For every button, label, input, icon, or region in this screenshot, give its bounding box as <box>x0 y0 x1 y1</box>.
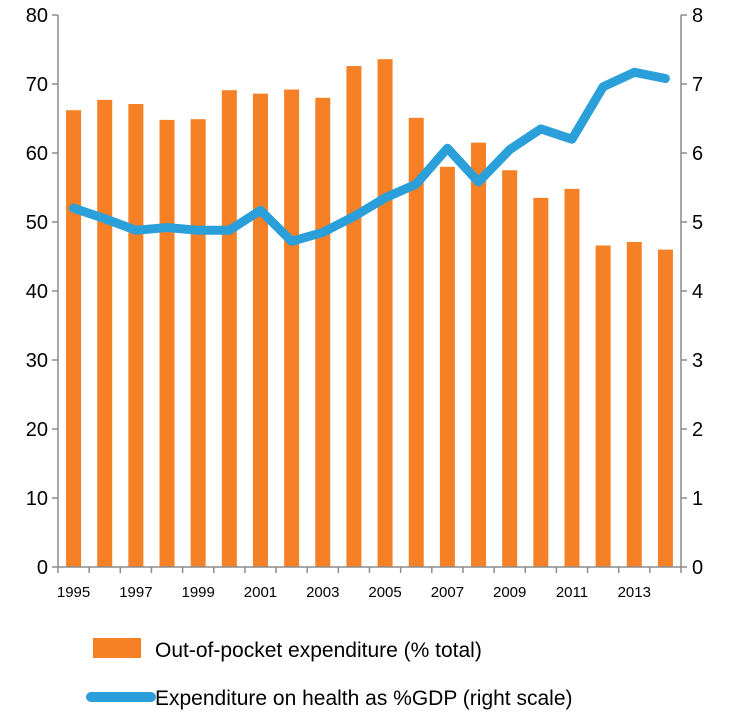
bar-2009 <box>502 170 518 567</box>
line-point-2001 <box>259 209 261 211</box>
line-point-2000 <box>228 229 230 231</box>
line-point-1998 <box>166 227 168 229</box>
y-right-tick-label: 2 <box>692 419 703 441</box>
legend-label-bar: Out-of-pocket expenditure (% total) <box>155 639 482 662</box>
y-right-tick-label: 7 <box>692 74 703 96</box>
bar-2006 <box>408 117 424 567</box>
line-point-2003 <box>322 231 324 233</box>
y-right-tick-label: 6 <box>692 143 703 165</box>
x-tick-label: 1997 <box>119 584 152 601</box>
line-point-1996 <box>104 218 106 220</box>
line-point-2006 <box>415 183 417 185</box>
y-right-tick-label: 4 <box>692 281 703 303</box>
line-point-1997 <box>135 229 137 231</box>
x-tick-label: 2009 <box>493 584 526 601</box>
line-point-2010 <box>540 128 542 130</box>
bar-2005 <box>377 59 393 567</box>
x-tick-label: 2001 <box>244 584 277 601</box>
x-tick-label: 2003 <box>306 584 339 601</box>
x-tick-label: 2005 <box>368 584 401 601</box>
x-tick-label: 1995 <box>57 584 90 601</box>
bar-2007 <box>439 166 455 568</box>
line-point-2005 <box>384 197 386 199</box>
y-left-tick-label: 0 <box>37 557 48 579</box>
x-tick-label: 2013 <box>618 584 651 601</box>
y-left-tick-label: 80 <box>26 5 48 27</box>
bar-2004 <box>346 66 362 567</box>
y-right-tick-label: 3 <box>692 350 703 372</box>
bar-2010 <box>533 197 549 567</box>
y-left-tick-label: 50 <box>26 212 48 234</box>
line-point-2002 <box>291 240 293 242</box>
y-right-tick-label: 0 <box>692 557 703 579</box>
bar-1995 <box>66 110 82 567</box>
bar-2001 <box>252 93 268 567</box>
x-tick-label: 1999 <box>181 584 214 601</box>
line-point-2012 <box>602 86 604 88</box>
line-path <box>69 67 670 246</box>
line-point-2007 <box>446 147 448 149</box>
x-tick-label: 2007 <box>431 584 464 601</box>
y-right-tick-label: 1 <box>692 488 703 510</box>
bar-2008 <box>471 142 487 567</box>
line-point-1999 <box>197 229 199 231</box>
line-point-2014 <box>664 77 666 79</box>
line-point-2009 <box>509 149 511 151</box>
line-point-2011 <box>571 138 573 140</box>
bar-2014 <box>657 249 673 567</box>
y-left-tick-label: 20 <box>26 419 48 441</box>
bar-2011 <box>564 188 580 567</box>
bar-2003 <box>315 97 331 568</box>
legend: Out-of-pocket expenditure (% total) Expe… <box>86 638 573 710</box>
y-left-tick-label: 30 <box>26 350 48 372</box>
legend-swatch-bar <box>93 638 141 658</box>
line-point-2008 <box>478 181 480 183</box>
line-point-2004 <box>353 215 355 217</box>
y-right-tick-label: 8 <box>692 5 703 27</box>
x-tick-label: 2011 <box>556 584 588 601</box>
y-left-tick-label: 40 <box>26 281 48 303</box>
bar-2002 <box>284 89 300 568</box>
y-left-tick-label: 10 <box>26 488 48 510</box>
bar-1996 <box>97 99 113 568</box>
bar-1997 <box>128 104 144 567</box>
bar-2013 <box>626 242 642 567</box>
bar-series <box>66 59 673 568</box>
legend-label-line: Expenditure on health as %GDP (right sca… <box>155 687 573 710</box>
bar-2000 <box>221 90 237 568</box>
line-series <box>69 67 670 246</box>
bar-1999 <box>190 119 206 567</box>
y-right-tick-label: 5 <box>692 212 703 234</box>
bar-2012 <box>595 245 611 567</box>
line-point-1995 <box>73 207 75 209</box>
bar-1998 <box>159 119 175 567</box>
axes: 0 10 20 30 40 50 60 70 80 0 1 2 3 4 5 6 7 8 1995 1997 1999 20… <box>26 5 703 601</box>
y-left-tick-label: 70 <box>26 74 48 96</box>
line-point-2013 <box>633 71 635 73</box>
y-left-tick-label: 60 <box>26 143 48 165</box>
